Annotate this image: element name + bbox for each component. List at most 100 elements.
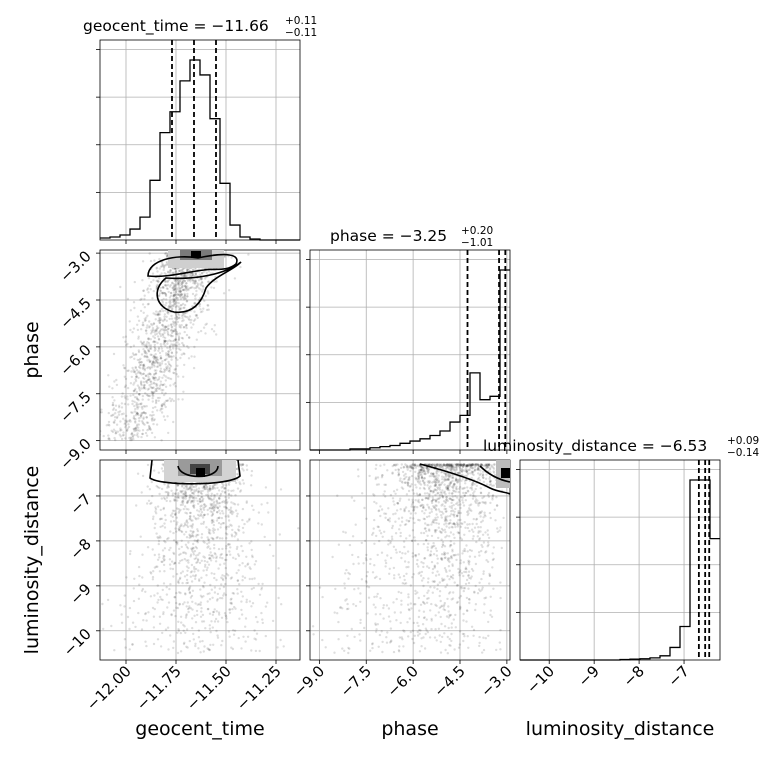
scatter-point bbox=[458, 596, 461, 599]
scatter-point bbox=[237, 529, 241, 532]
scatter-point bbox=[392, 650, 396, 654]
scatter-point bbox=[162, 303, 165, 306]
scatter-point bbox=[467, 570, 471, 573]
scatter-point bbox=[149, 344, 153, 347]
scatter-point bbox=[222, 512, 225, 515]
scatter-point bbox=[163, 339, 166, 342]
scatter-point bbox=[444, 492, 447, 496]
scatter-point bbox=[457, 532, 461, 535]
scatter-point bbox=[176, 543, 179, 546]
scatter-point bbox=[120, 402, 124, 405]
scatter-point bbox=[446, 474, 450, 477]
scatter-point bbox=[185, 300, 188, 303]
scatter-point bbox=[185, 323, 188, 327]
scatter-point bbox=[419, 629, 422, 632]
scatter-point bbox=[180, 283, 183, 287]
scatter-point bbox=[133, 404, 136, 408]
scatter-point bbox=[168, 339, 171, 342]
scatter-point bbox=[213, 576, 216, 580]
scatter-point bbox=[134, 387, 137, 391]
scatter-point bbox=[438, 606, 441, 609]
scatter-point bbox=[486, 463, 489, 466]
scatter-point bbox=[122, 417, 125, 420]
scatter-point bbox=[156, 505, 160, 508]
scatter-point bbox=[188, 278, 191, 281]
scatter-point bbox=[401, 481, 404, 484]
scatter-point bbox=[180, 545, 183, 549]
scatter-point bbox=[132, 344, 136, 347]
scatter-point bbox=[451, 522, 454, 526]
scatter-point bbox=[434, 603, 437, 606]
scatter-point bbox=[422, 505, 425, 509]
scatter-point bbox=[138, 361, 141, 364]
scatter-point bbox=[183, 363, 186, 367]
histogram-step-geocent-time bbox=[100, 59, 300, 241]
scatter-point bbox=[192, 632, 195, 636]
scatter-point bbox=[183, 273, 186, 277]
scatter-point bbox=[192, 638, 195, 641]
scatter-point bbox=[167, 307, 171, 310]
scatter-point bbox=[447, 465, 451, 468]
scatter-point bbox=[454, 626, 457, 629]
scatter-point bbox=[482, 636, 485, 639]
scatter-point bbox=[203, 645, 206, 648]
scatter-point bbox=[204, 487, 207, 490]
scatter-point bbox=[426, 469, 429, 473]
scatter-point bbox=[407, 596, 410, 599]
scatter-point bbox=[466, 609, 469, 613]
scatter-point bbox=[152, 570, 155, 573]
scatter-point bbox=[181, 319, 184, 323]
scatter-point bbox=[197, 287, 201, 290]
scatter-point bbox=[460, 587, 463, 590]
scatter-point bbox=[428, 481, 432, 484]
scatter-point bbox=[132, 390, 136, 393]
scatter-point bbox=[214, 503, 217, 507]
scatter-point bbox=[216, 636, 220, 639]
scatter-point bbox=[238, 583, 241, 586]
scatter-point bbox=[459, 594, 463, 598]
scatter-point bbox=[168, 301, 171, 304]
scatter-point bbox=[182, 525, 185, 528]
scatter-point bbox=[161, 333, 165, 337]
scatter-point bbox=[139, 366, 142, 370]
scatter-point bbox=[449, 644, 452, 647]
scatter-point bbox=[141, 321, 145, 324]
scatter-point bbox=[158, 317, 161, 320]
scatter-point bbox=[492, 467, 496, 470]
scatter-point bbox=[166, 342, 169, 345]
scatter-point bbox=[476, 463, 480, 466]
scatter-point bbox=[426, 492, 429, 495]
scatter-point bbox=[389, 556, 393, 560]
scatter-point bbox=[162, 415, 166, 418]
scatter-point bbox=[438, 483, 441, 486]
scatter-point bbox=[418, 571, 421, 574]
scatter-point bbox=[166, 287, 169, 291]
scatter-point bbox=[156, 386, 159, 389]
scatter-phase-vs-geocent-time bbox=[99, 249, 301, 451]
scatter-point bbox=[179, 356, 182, 360]
scatter-point bbox=[179, 287, 182, 290]
scatter-point bbox=[142, 411, 146, 414]
scatter-point bbox=[442, 500, 446, 503]
scatter-point bbox=[420, 561, 423, 564]
scatter-point bbox=[175, 318, 179, 321]
scatter-point bbox=[150, 322, 153, 326]
scatter-point bbox=[252, 586, 255, 590]
scatter-point bbox=[135, 375, 138, 379]
scatter-point bbox=[174, 270, 178, 273]
scatter-point bbox=[469, 465, 472, 468]
scatter-point bbox=[190, 487, 193, 491]
scatter-point bbox=[412, 466, 415, 470]
scatter-point bbox=[420, 465, 423, 469]
scatter-point bbox=[159, 525, 162, 529]
scatter-point bbox=[183, 325, 186, 329]
scatter-point bbox=[241, 575, 244, 578]
scatter-point bbox=[139, 363, 143, 367]
scatter-point bbox=[178, 577, 182, 581]
scatter-point bbox=[424, 496, 428, 500]
scatter-point bbox=[208, 497, 211, 501]
scatter-point bbox=[414, 463, 417, 466]
scatter-point bbox=[153, 365, 156, 368]
scatter-point bbox=[460, 538, 464, 541]
